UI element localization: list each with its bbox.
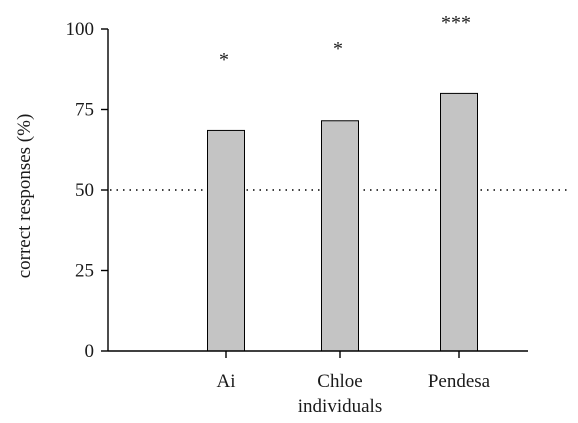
- y-tick-label: 100: [66, 19, 95, 40]
- y-axis-title: correct responses (%): [14, 114, 35, 279]
- x-axis-title: individuals: [298, 396, 382, 417]
- x-category-label: Chloe: [317, 371, 362, 392]
- bar-chloe: [321, 120, 359, 352]
- y-tick-label: 25: [75, 261, 94, 282]
- bars: [207, 92, 478, 352]
- x-category-label: Ai: [217, 371, 236, 392]
- significance-marker: ***: [441, 12, 471, 34]
- x-axis: Ai Chloe Pendesa: [108, 350, 528, 392]
- significance-marker: *: [333, 38, 343, 60]
- y-tick-label: 50: [75, 180, 94, 201]
- significance-marker: *: [219, 49, 229, 71]
- y-axis: 0 25 50 75 100: [66, 19, 109, 362]
- y-tick-label: 0: [85, 341, 95, 362]
- bar-ai: [207, 129, 245, 352]
- x-category-label: Pendesa: [428, 371, 491, 392]
- significance-markers: * ****: [219, 12, 471, 71]
- y-tick-label: 75: [75, 100, 94, 121]
- bar-pendesa: [440, 92, 478, 352]
